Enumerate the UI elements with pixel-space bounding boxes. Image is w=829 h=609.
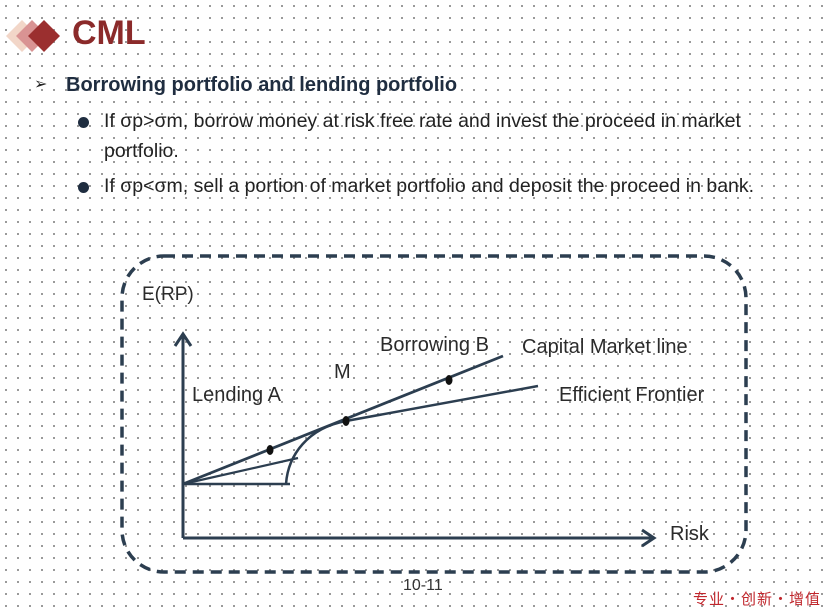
borrowing-label: Borrowing B — [380, 334, 489, 356]
page-number: 10-11 — [403, 577, 443, 594]
cml-label: Capital Market line — [522, 336, 688, 358]
footer-brand: 专业・创新・增值 — [692, 590, 821, 608]
lending-label: Lending A — [192, 384, 282, 406]
efficient-frontier-curve — [284, 384, 539, 485]
y-axis-arrow-icon — [173, 331, 193, 347]
sub-optimal-line — [182, 456, 299, 486]
point-a — [266, 445, 274, 455]
x-axis-label: Risk — [670, 523, 710, 545]
point-b — [445, 375, 453, 385]
x-axis-arrow-icon — [641, 528, 657, 548]
bullet-dot-icon — [78, 182, 89, 193]
bullet-item-lend: If σp<σm, sell a portion of market portf… — [78, 171, 798, 201]
slide-title: CML — [72, 14, 146, 52]
dashed-frame — [120, 254, 748, 574]
logo-diamonds — [6, 20, 60, 52]
bullet-item-borrow: If σp>σm, borrow money at risk free rate… — [78, 106, 798, 166]
bullet-text-line: portfolio. — [104, 140, 179, 162]
section-heading: Borrowing portfolio and lending portfoli… — [66, 74, 458, 96]
efficient-frontier-label: Efficient Frontier — [559, 384, 705, 406]
bullet-text-line: If σp>σm, borrow money at risk free rate… — [104, 110, 741, 132]
y-axis-label: E(RP) — [142, 284, 194, 305]
arrow-bullet-icon: ➢ — [34, 76, 48, 93]
market-portfolio-label: M — [334, 361, 351, 383]
bullet-dot-icon — [78, 117, 89, 128]
point-m — [342, 416, 350, 426]
bullet-text-line: If σp<σm, sell a portion of market portf… — [104, 175, 755, 197]
